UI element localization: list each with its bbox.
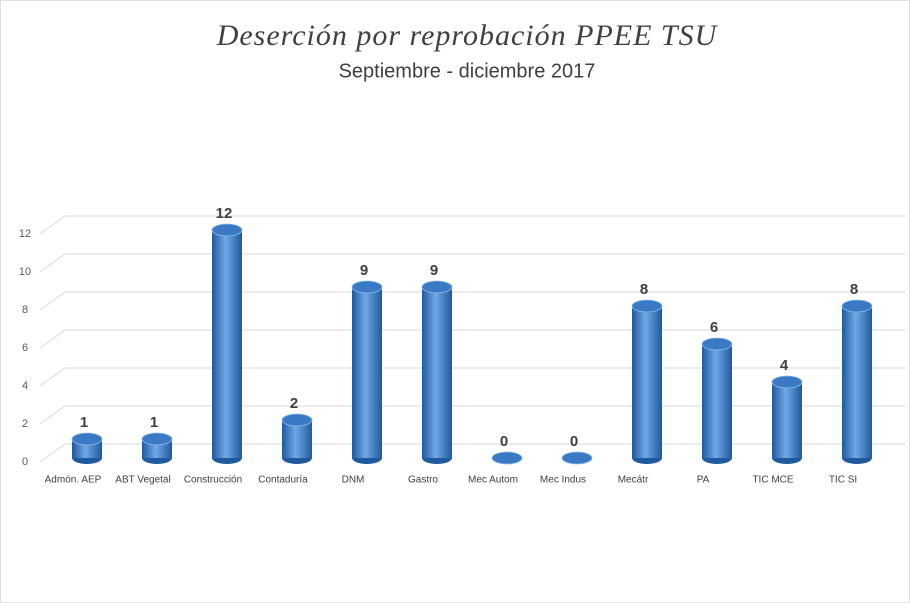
bar-body (422, 287, 452, 458)
x-tick-label: Mec Indus (540, 475, 586, 486)
bar-top (771, 375, 803, 389)
value-label: 8 (640, 281, 648, 298)
x-tick-label: Mecátr (618, 475, 649, 486)
x-tick-label: PA (697, 475, 710, 486)
value-label: 0 (500, 433, 508, 450)
grid-line (39, 291, 905, 311)
grid-line (39, 405, 905, 425)
bar (141, 432, 173, 464)
value-label: 0 (570, 433, 578, 450)
bar-body (352, 287, 382, 458)
bar-body (632, 306, 662, 458)
x-tick-label: TIC MCE (752, 475, 793, 486)
x-tick-label: Admón. AEP (45, 475, 102, 486)
y-tick-label: 2 (22, 418, 28, 430)
chart-title: Deserción por reprobación PPEE TSU (216, 19, 719, 52)
bar-top (351, 280, 383, 294)
bar (631, 299, 663, 464)
grid-line (39, 367, 905, 387)
bar-top (211, 223, 243, 237)
bar (771, 375, 803, 464)
grid-line (39, 443, 905, 463)
value-label: 8 (850, 281, 858, 298)
bar (561, 451, 593, 465)
bar (71, 432, 103, 464)
y-tick-label: 6 (22, 342, 28, 354)
value-label: 1 (80, 414, 88, 431)
bar-top (281, 413, 313, 427)
bar-body (772, 382, 802, 458)
bar-top (141, 432, 173, 446)
bar (421, 280, 453, 464)
y-tick-label: 4 (22, 380, 28, 392)
value-label: 1 (150, 414, 158, 431)
y-tick-label: 8 (22, 304, 28, 316)
value-label: 9 (360, 262, 368, 279)
bar-top (561, 451, 593, 465)
bar-top (491, 451, 523, 465)
bar (281, 413, 313, 464)
bar (211, 223, 243, 464)
value-label: 12 (216, 205, 233, 222)
y-tick-label: 10 (19, 266, 31, 278)
x-tick-label: TIC SI (829, 475, 857, 486)
grid-line (39, 253, 905, 273)
x-tick-label: Construcción (184, 475, 242, 486)
bar-top (631, 299, 663, 313)
x-tick-label: Contaduría (258, 475, 308, 486)
x-tick-label: Mec Autom (468, 475, 518, 486)
bar-top (421, 280, 453, 294)
x-tick-label: Gastro (408, 475, 438, 486)
value-label: 2 (290, 395, 298, 412)
bar (841, 299, 873, 464)
y-tick-label: 0 (22, 456, 28, 468)
grid-line (39, 329, 905, 349)
value-label: 9 (430, 262, 438, 279)
grid-line (39, 215, 905, 235)
bar (701, 337, 733, 464)
bar-body (702, 344, 732, 458)
chart-subtitle: Septiembre - diciembre 2017 (339, 60, 596, 82)
bar-top (71, 432, 103, 446)
bar (491, 451, 523, 465)
bar-top (841, 299, 873, 313)
bar-body (842, 306, 872, 458)
bar-top (701, 337, 733, 351)
value-label: 6 (710, 319, 718, 336)
x-tick-label: ABT Vegetal (115, 475, 170, 486)
bar-body (212, 230, 242, 458)
x-tick-label: DNM (342, 475, 365, 486)
y-tick-label: 12 (19, 228, 31, 240)
value-label: 4 (780, 357, 789, 374)
bar (351, 280, 383, 464)
